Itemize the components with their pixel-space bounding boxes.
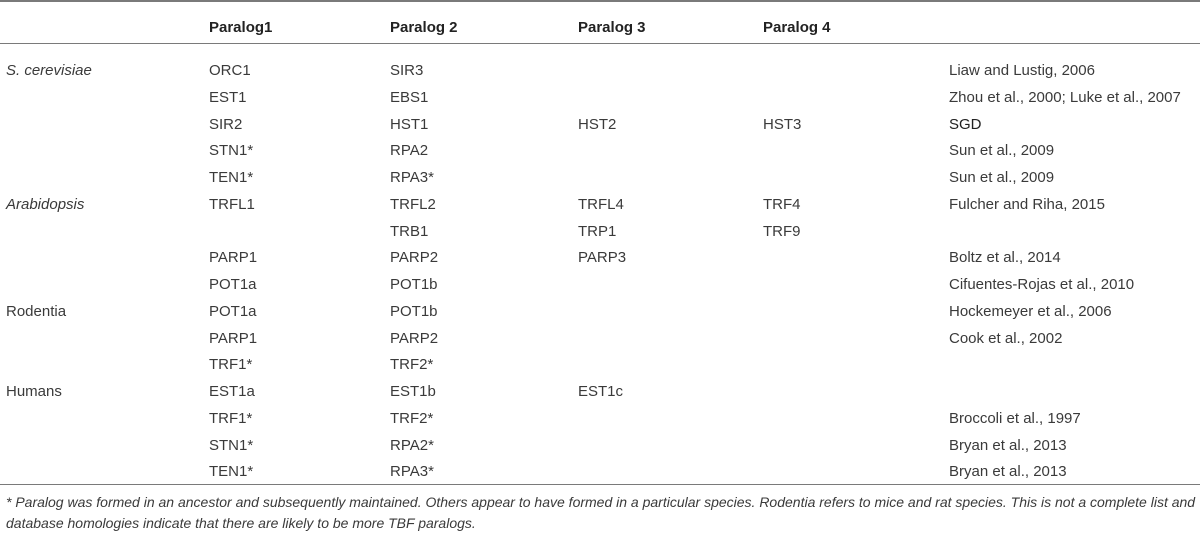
paralog-2-cell: POT1b xyxy=(390,303,438,320)
paralog-2-cell: RPA2* xyxy=(390,437,434,454)
header-paralog-2: Paralog 2 xyxy=(390,19,458,36)
paralog-3-cell: TRP1 xyxy=(578,223,617,240)
header-paralog-3: Paralog 3 xyxy=(578,19,646,36)
reference-cell: Sun et al., 2009 xyxy=(949,142,1055,159)
reference-cell: Hockemeyer et al., 2006 xyxy=(949,303,1112,320)
table-footnote: * Paralog was formed in an ancestor and … xyxy=(6,494,1196,531)
paralog-2-cell: PARP2 xyxy=(390,330,439,347)
paralog-2-cell: RPA2 xyxy=(390,142,429,159)
species-cell: Humans xyxy=(6,383,62,400)
paralog-3-cell: PARP3 xyxy=(578,249,627,266)
paralog-1-cell: POT1a xyxy=(209,276,257,293)
paralog-1-cell: STN1* xyxy=(209,142,254,159)
paralog-1-cell: SIR2 xyxy=(209,116,243,133)
reference-cell: Bryan et al., 2013 xyxy=(949,463,1067,480)
table-top-rule xyxy=(0,0,1200,2)
paralog-4-cell: HST3 xyxy=(763,116,802,133)
paralog-2-cell: EBS1 xyxy=(390,89,429,106)
paralog-1-cell: EST1a xyxy=(209,383,255,400)
paralog-2-cell: RPA3* xyxy=(390,169,434,186)
species-cell: Rodentia xyxy=(6,303,67,320)
paralog-1-cell: TRFL1 xyxy=(209,196,255,213)
reference-cell: Cifuentes-Rojas et al., 2010 xyxy=(949,276,1135,293)
paralog-2-cell: POT1b xyxy=(390,276,438,293)
paralog-2-cell: EST1b xyxy=(390,383,436,400)
reference-cell: Boltz et al., 2014 xyxy=(949,249,1061,266)
paralog-2-cell: TRF2* xyxy=(390,356,434,373)
reference-cell: Broccoli et al., 1997 xyxy=(949,410,1081,427)
header-paralog-4: Paralog 4 xyxy=(763,19,831,36)
paralog-3-cell: HST2 xyxy=(578,116,617,133)
reference-cell: Liaw and Lustig, 2006 xyxy=(949,62,1095,79)
paralog-1-cell: POT1a xyxy=(209,303,257,320)
paralog-2-cell: RPA3* xyxy=(390,463,434,480)
paralog-2-cell: HST1 xyxy=(390,116,429,133)
paralog-1-cell: PARP1 xyxy=(209,249,258,266)
paralog-2-cell: PARP2 xyxy=(390,249,439,266)
header-rule xyxy=(0,43,1200,44)
reference-cell: Sun et al., 2009 xyxy=(949,169,1055,186)
paralog-1-cell: TEN1* xyxy=(209,463,254,480)
paralog-4-cell: TRF4 xyxy=(763,196,801,213)
reference-cell: Zhou et al., 2000; Luke et al., 2007 xyxy=(949,89,1181,106)
species-cell: S. cerevisiae xyxy=(6,62,92,79)
paralog-4-cell: TRF9 xyxy=(763,223,801,240)
paralog-1-cell: ORC1 xyxy=(209,62,251,79)
reference-cell: Fulcher and Riha, 2015 xyxy=(949,196,1105,213)
header-paralog-1: Paralog1 xyxy=(209,19,273,36)
table-bottom-rule xyxy=(0,484,1200,485)
reference-cell: Bryan et al., 2013 xyxy=(949,437,1067,454)
paralog-1-cell: TRF1* xyxy=(209,356,253,373)
paralog-1-cell: TRF1* xyxy=(209,410,253,427)
reference-cell: Cook et al., 2002 xyxy=(949,330,1063,347)
paralog-1-cell: STN1* xyxy=(209,437,254,454)
reference-cell: SGD xyxy=(949,116,982,133)
paralog-3-cell: TRFL4 xyxy=(578,196,624,213)
paralog-2-cell: TRF2* xyxy=(390,410,434,427)
paralog-2-cell: TRFL2 xyxy=(390,196,436,213)
paralog-1-cell: TEN1* xyxy=(209,169,254,186)
paralog-3-cell: EST1c xyxy=(578,383,624,400)
paralog-2-cell: SIR3 xyxy=(390,62,424,79)
paralog-1-cell: EST1 xyxy=(209,89,247,106)
species-cell: Arabidopsis xyxy=(6,196,85,213)
paralog-1-cell: PARP1 xyxy=(209,330,258,347)
paralog-2-cell: TRB1 xyxy=(390,223,429,240)
